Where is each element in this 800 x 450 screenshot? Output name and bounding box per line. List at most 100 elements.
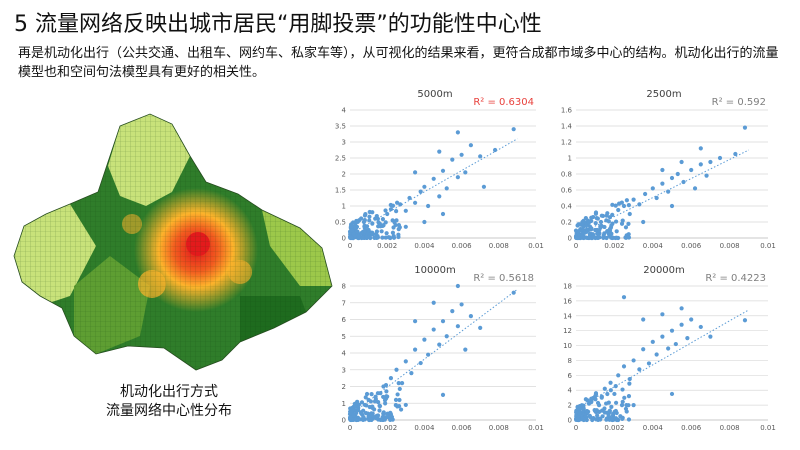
data-point-cluster <box>366 417 372 423</box>
data-point <box>698 146 703 151</box>
y-tick-label: 6 <box>568 372 573 380</box>
data-point-cluster <box>594 216 599 221</box>
data-point-cluster <box>614 235 619 240</box>
data-point <box>440 168 446 173</box>
y-tick-label: 0 <box>342 235 346 243</box>
y-tick-label: 1.6 <box>561 107 573 115</box>
data-point-cluster <box>367 214 372 219</box>
map-caption-line-2: 流量网络中心性分布 <box>106 403 232 419</box>
data-point <box>621 364 627 369</box>
data-point <box>418 189 423 194</box>
x-tick-label: 0.01 <box>760 424 776 432</box>
data-point <box>660 167 665 173</box>
data-point-cluster <box>373 397 378 402</box>
data-point-cluster <box>381 411 386 416</box>
data-point-cluster <box>375 235 380 240</box>
data-point-cluster <box>367 234 372 239</box>
data-point-cluster <box>610 202 615 207</box>
data-point-cluster <box>383 401 388 406</box>
data-point-cluster <box>579 416 585 421</box>
x-tick-label: 0.002 <box>604 424 624 432</box>
data-point-cluster <box>390 230 396 235</box>
data-point <box>637 367 642 372</box>
data-point-cluster <box>576 416 581 422</box>
data-point <box>403 224 408 229</box>
data-point-cluster <box>348 415 353 420</box>
data-point <box>440 392 446 397</box>
data-point <box>610 221 615 226</box>
data-point <box>698 162 703 167</box>
r-squared-label: R² = 0.5618 <box>473 273 534 284</box>
data-point <box>692 186 698 191</box>
y-tick-label: 4 <box>568 387 573 395</box>
data-point <box>679 159 684 165</box>
chart-svg: 0 0.5 1 1.5 2 2.5 3 3.5 4 0 0.002 0.004 0.006 0.008 0.… <box>335 89 544 250</box>
data-point-cluster <box>626 203 631 208</box>
y-tick-label: 10 <box>563 342 572 350</box>
y-tick-label: 0.5 <box>335 219 346 227</box>
data-point-cluster <box>376 399 381 405</box>
y-tick-label: 0.4 <box>561 203 573 211</box>
data-point <box>444 186 449 191</box>
data-point-cluster <box>614 417 620 423</box>
data-point <box>381 223 386 228</box>
chart-title: 2500m <box>646 89 681 100</box>
data-point <box>463 347 468 352</box>
data-point <box>418 360 423 366</box>
data-point-cluster <box>591 214 596 220</box>
y-tick-label: 0 <box>568 417 572 425</box>
data-point <box>370 404 375 409</box>
data-point <box>511 127 516 132</box>
trendline <box>575 309 750 410</box>
data-point-cluster <box>359 400 365 405</box>
scatter-chart-10000m: 0 1 2 3 4 5 6 7 8 0 0.002 0.004 0.006 0.008 0.01 10000m… <box>326 264 546 438</box>
x-tick-label: 0.002 <box>604 242 624 250</box>
data-point <box>708 334 713 339</box>
x-tick-label: 0.002 <box>377 424 397 432</box>
data-point <box>413 200 418 205</box>
data-point-cluster <box>395 392 400 397</box>
data-point <box>394 218 399 223</box>
y-tick-label: 1 <box>342 203 346 211</box>
y-tick-label: 2.5 <box>335 155 346 163</box>
data-point <box>627 376 632 382</box>
data-point-cluster <box>363 211 368 217</box>
data-point <box>641 317 646 322</box>
data-point-cluster <box>356 234 362 239</box>
data-point <box>437 149 442 154</box>
x-tick-label: 0 <box>348 424 352 432</box>
data-point-cluster <box>574 410 579 415</box>
data-point-cluster <box>391 235 397 240</box>
data-point-cluster <box>383 220 388 225</box>
data-point <box>598 219 604 225</box>
data-point <box>660 312 665 317</box>
intro-text: 再是机动化出行（公共交通、出租车、网约车、私家车等），从可视化的结果来看，更符合… <box>18 44 786 82</box>
data-point-cluster <box>593 408 598 413</box>
data-point-cluster <box>396 381 401 386</box>
y-tick-label: 12 <box>563 327 572 335</box>
data-point <box>468 314 473 319</box>
data-point <box>362 402 367 408</box>
data-point-cluster <box>620 387 625 392</box>
data-point <box>669 175 675 181</box>
data-point <box>666 346 671 351</box>
data-point <box>463 170 468 175</box>
chart-title: 10000m <box>414 265 456 276</box>
data-point-cluster <box>393 397 399 402</box>
data-point-cluster <box>588 414 593 420</box>
data-point-cluster <box>376 417 381 422</box>
data-point-cluster <box>613 408 618 414</box>
x-tick-label: 0.006 <box>452 424 473 432</box>
data-point <box>388 376 394 381</box>
x-tick-label: 0.008 <box>720 242 740 250</box>
y-tick-label: 1.2 <box>561 139 572 147</box>
data-point <box>604 213 609 218</box>
data-point <box>370 221 375 226</box>
data-point-cluster <box>370 210 375 215</box>
data-point <box>468 143 473 148</box>
data-point <box>689 317 694 322</box>
data-point-cluster <box>384 231 389 236</box>
x-tick-label: 0.01 <box>760 242 776 250</box>
data-point-cluster <box>363 410 369 416</box>
data-point-cluster <box>602 410 608 415</box>
